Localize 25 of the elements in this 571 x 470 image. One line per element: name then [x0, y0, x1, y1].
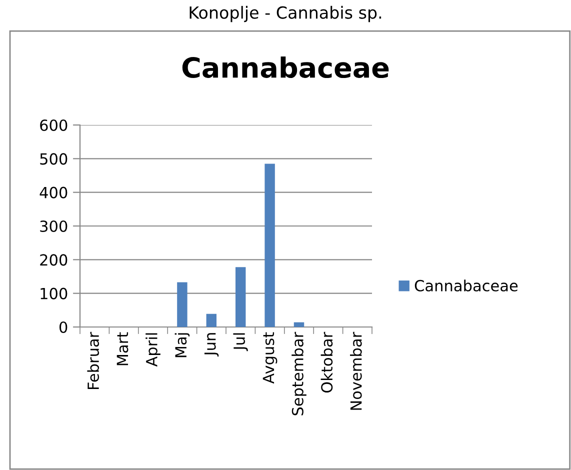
x-tick-label: Avgust	[262, 332, 278, 384]
x-tick-label: Septembar	[292, 332, 306, 416]
x-tick-label: Novembar	[350, 332, 362, 410]
chart-title: Cannabaceae	[182, 56, 389, 78]
bar	[206, 314, 217, 327]
x-tick-label: Mart	[116, 332, 128, 366]
x-tick-label: Jun	[204, 333, 219, 357]
y-tick-label: 500	[40, 153, 68, 165]
y-tick-label: 200	[40, 254, 68, 266]
x-tick-label: Maj	[174, 333, 190, 358]
y-tick-label: 400	[40, 186, 68, 198]
x-tick-label: Februar	[87, 332, 100, 390]
y-tick-label: 0	[59, 321, 68, 334]
text: Konoplje - Cannabis sp.	[190, 6, 382, 22]
x-tick-label: Jul	[233, 333, 248, 352]
y-tick-label: 300	[40, 220, 68, 232]
bar	[177, 282, 188, 327]
x-tick-label: Oktobar	[320, 332, 333, 393]
y-tick-label: 100	[40, 288, 68, 300]
bar	[264, 164, 275, 327]
bar	[294, 322, 304, 327]
x-tick-label: April	[146, 333, 160, 367]
bar	[235, 267, 246, 327]
y-tick-label: 600	[40, 119, 68, 132]
legend-label: Cannabaceae	[414, 280, 518, 292]
